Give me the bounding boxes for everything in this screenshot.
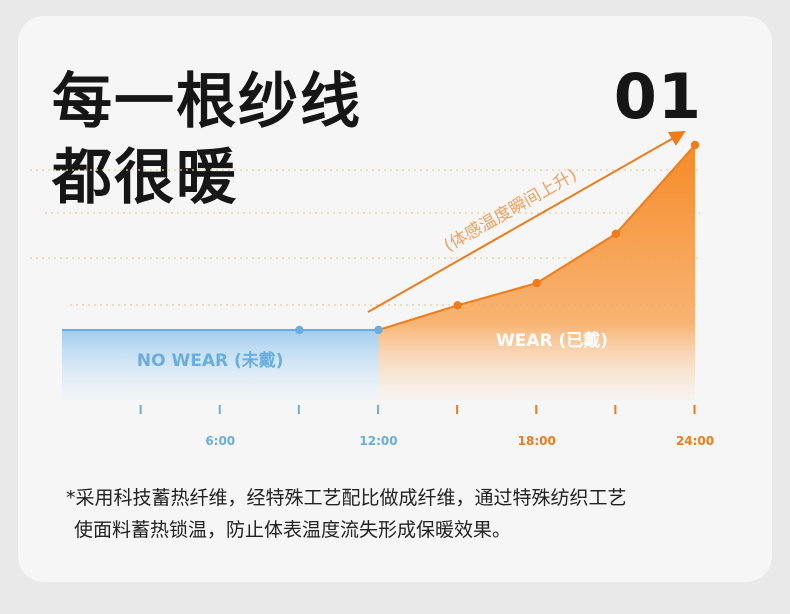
x-tick-label-2: 18:00: [518, 434, 556, 448]
wear-area: [378, 145, 695, 400]
footnote-line-2: 使面料蓄热锁温，防止体表温度流失形成保暖效果。: [74, 519, 512, 541]
x-tick-label-0: 6:00: [205, 434, 235, 448]
annotation-label: (体感温度瞬间上升): [441, 165, 581, 256]
title-line-1: 每一根纱线: [52, 67, 362, 137]
page-title: 每一根纱线 都很暖: [52, 64, 362, 216]
series-label-wear: WEAR (已戴): [496, 330, 608, 351]
x-tick-label-3: 24:00: [676, 434, 714, 448]
series-label-no-wear: NO WEAR (未戴): [137, 350, 284, 371]
wear-point-3: [611, 229, 621, 238]
footnote: *采用科技蓄热纤维，经特殊工艺配比做成纤维，通过特殊纺织工艺 使面料蓄热锁温，防…: [66, 482, 746, 546]
trend-arrow: [367, 131, 686, 313]
no-wear-point-2: [374, 325, 383, 335]
x-axis-tick-labels: 6:00 12:00 18:00 24:00: [205, 434, 714, 448]
no-wear-point-1: [295, 325, 304, 335]
wear-point-1: [453, 301, 462, 310]
footnote-line-1: *采用科技蓄热纤维，经特殊工艺配比做成纤维，通过特殊纺织工艺: [66, 487, 627, 509]
series-areas: [62, 145, 695, 400]
data-points: [295, 140, 700, 335]
no-wear-area: [62, 330, 379, 400]
x-tick-label-1: 12:00: [359, 434, 397, 448]
section-number: 01: [613, 60, 702, 133]
wear-point-4: [690, 140, 700, 150]
x-axis-ticks: [139, 405, 696, 414]
wear-point-2: [532, 278, 541, 288]
title-line-2: 都很暖: [52, 143, 238, 213]
